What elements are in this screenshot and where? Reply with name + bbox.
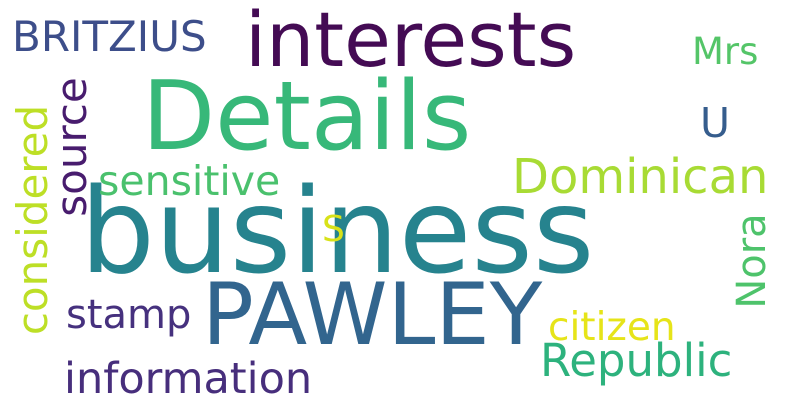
- word-information: information: [64, 354, 313, 404]
- word-s: S: [322, 209, 345, 250]
- word-britzius: BRITZIUS: [12, 12, 207, 61]
- word-mrs: Mrs: [692, 30, 759, 73]
- word-citizen: citizen: [548, 305, 676, 350]
- word-details: Details: [142, 62, 472, 172]
- word-stamp: stamp: [66, 292, 192, 338]
- word-business: business: [80, 162, 595, 300]
- word-interests: interests: [245, 0, 577, 84]
- word-republic: Republic: [540, 334, 733, 387]
- word-sensitive: sensitive: [98, 157, 281, 205]
- word-pawley: PAWLEY: [202, 265, 543, 365]
- word-dominican: Dominican: [512, 149, 769, 205]
- word-considered: considered: [8, 104, 57, 336]
- word-u: U: [700, 99, 731, 147]
- word-source: source: [47, 77, 96, 217]
- word-nora: Nora: [729, 213, 775, 309]
